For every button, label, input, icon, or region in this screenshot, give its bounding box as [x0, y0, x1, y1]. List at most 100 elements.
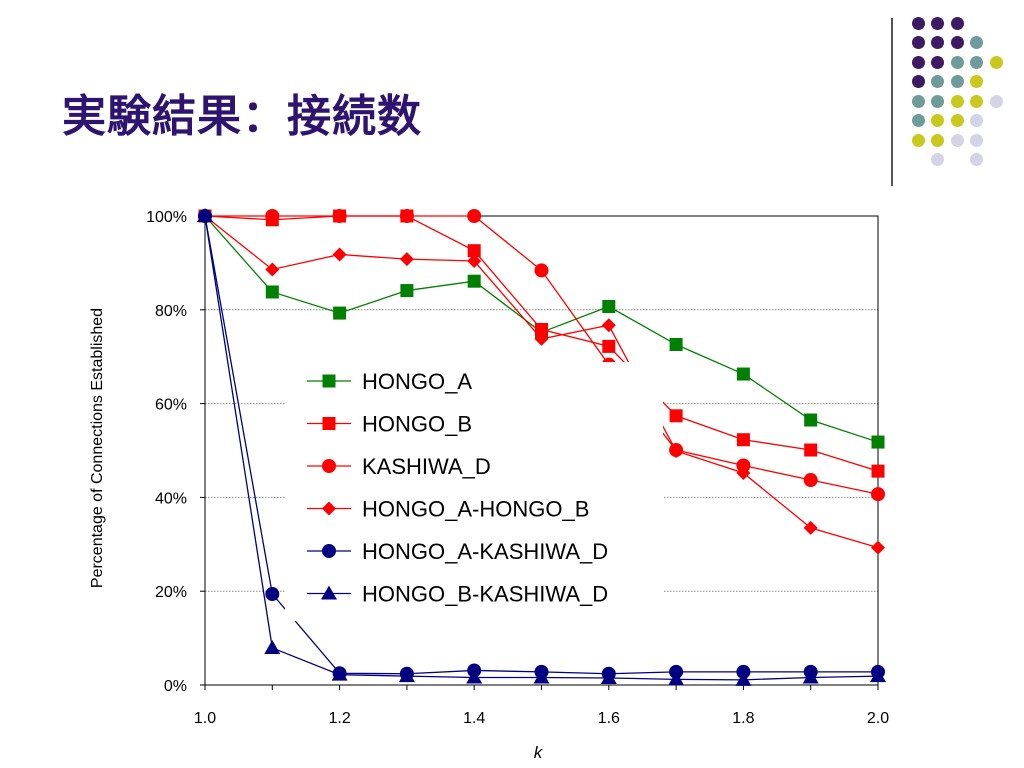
series-hongo-a-hongo-b — [198, 209, 885, 555]
legend-entry: HONGO_A-HONGO_B — [307, 497, 589, 522]
data-point — [264, 639, 281, 654]
y-tick-label: 80% — [155, 303, 187, 320]
decorative-dot — [911, 114, 925, 127]
series-hongo-b-kashiwa-d — [197, 208, 886, 686]
decorative-dot — [970, 114, 983, 127]
data-point — [804, 443, 818, 457]
series-hongo-b — [198, 209, 885, 478]
decorative-dot — [950, 55, 964, 69]
decorative-dot — [950, 114, 964, 127]
decorative-dot — [989, 55, 1003, 69]
data-point — [533, 669, 550, 684]
decorative-dot — [950, 36, 964, 49]
legend-marker — [322, 374, 336, 388]
x-tick-label: 1.4 — [463, 710, 485, 727]
decorative-dot — [931, 133, 944, 147]
data-point — [735, 671, 752, 686]
data-point — [398, 668, 415, 683]
decorative-dot — [911, 94, 925, 108]
x-axis-label: k — [534, 743, 544, 762]
legend-entry: KASHIWA_D — [307, 454, 491, 479]
x-tick-label: 1.2 — [328, 710, 350, 727]
legend-label: HONGO_A — [362, 369, 472, 394]
data-point — [871, 540, 885, 555]
decorative-dot — [931, 55, 944, 69]
x-tick-label: 1.8 — [732, 710, 754, 727]
data-point — [332, 209, 347, 223]
data-point — [871, 435, 885, 449]
y-tick-label: 40% — [155, 490, 187, 507]
decorative-dot — [989, 94, 1003, 108]
legend-marker — [322, 417, 336, 430]
y-tick-label: 20% — [155, 584, 187, 601]
y-tick-label: 100% — [146, 209, 187, 226]
data-point — [467, 254, 482, 269]
decorative-dot — [950, 75, 964, 88]
data-point — [265, 209, 280, 223]
data-point — [333, 306, 347, 320]
axes: 0% 20% 40% 60% 80% 100% 1.0 1.2 1.4 1.6 1.8 2.0 — [146, 209, 889, 727]
legend-marker — [322, 459, 336, 473]
decorative-dot — [950, 133, 964, 147]
data-point — [600, 669, 617, 684]
data-point — [265, 262, 280, 277]
decorative-dot — [970, 153, 983, 166]
legend-label: HONGO_B-KASHIWA_D — [362, 582, 608, 607]
data-point — [669, 338, 683, 352]
data-point — [804, 413, 818, 427]
y-tick-label: 60% — [155, 397, 187, 414]
decorative-dot — [911, 16, 925, 30]
legend: HONGO_A HONGO_B KASHIWA_D HONGO_A-HONGO_B HO… — [285, 362, 663, 621]
decorative-dot — [931, 16, 944, 30]
decorative-dot — [931, 94, 944, 108]
legend-entry: HONGO_A-KASHIWA_D — [307, 539, 608, 564]
data-point — [736, 433, 750, 447]
data-point — [265, 587, 280, 602]
data-point — [871, 487, 885, 502]
decorative-divider — [891, 18, 893, 186]
data-point — [669, 443, 684, 458]
data-point — [467, 274, 481, 288]
data-point — [803, 520, 818, 535]
data-point — [871, 464, 885, 478]
x-tick-label: 2.0 — [867, 710, 889, 727]
data-point — [332, 247, 347, 262]
decorative-dot — [950, 16, 964, 30]
data-point — [400, 284, 414, 298]
data-point — [669, 409, 683, 423]
decorative-dot — [911, 133, 925, 147]
y-axis-label: Percentage of Connections Established — [89, 308, 106, 588]
x-tick-label: 1.6 — [598, 710, 620, 727]
legend-background — [285, 362, 663, 621]
legend-label: HONGO_A-KASHIWA_D — [362, 539, 608, 564]
x-tick-label: 1.0 — [194, 710, 216, 727]
data-point — [802, 669, 819, 684]
decorative-dot — [931, 36, 944, 49]
legend-label: KASHIWA_D — [362, 454, 491, 479]
data-point — [870, 668, 886, 683]
decorative-dot — [911, 36, 925, 49]
slide-title: 実験結果：接続数 — [62, 91, 422, 142]
series-layer — [197, 208, 886, 686]
decorative-dot — [931, 114, 944, 127]
legend-marker — [322, 501, 336, 516]
data-point — [265, 285, 279, 299]
decorative-dot — [931, 75, 944, 88]
data-point — [197, 208, 213, 222]
data-point — [602, 339, 616, 353]
data-point — [467, 209, 482, 223]
decorative-dot — [970, 55, 983, 69]
data-point — [736, 367, 750, 381]
data-point — [534, 331, 549, 346]
decorative-dot — [970, 75, 983, 88]
data-point — [467, 244, 481, 258]
legend-label: HONGO_B — [362, 412, 472, 437]
data-point — [466, 669, 483, 684]
decorative-dot — [911, 55, 925, 69]
legend-marker — [321, 585, 337, 600]
data-point — [668, 671, 685, 686]
data-point — [736, 458, 751, 473]
legend-entry: HONGO_B-KASHIWA_D — [307, 582, 608, 607]
decorative-dot — [970, 36, 983, 49]
data-point — [535, 322, 548, 336]
